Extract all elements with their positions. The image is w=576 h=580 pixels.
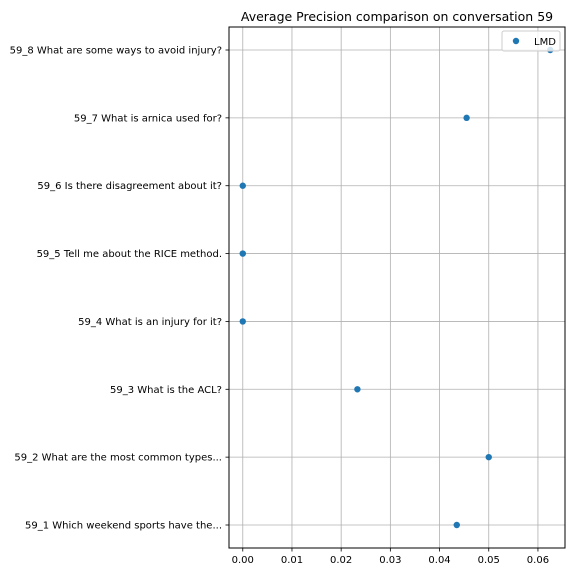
legend-marker	[512, 37, 520, 45]
axes-frame	[228, 26, 566, 549]
y-tick-label: 59_6 Is there disagreement about it?	[37, 181, 222, 192]
data-point	[463, 114, 470, 122]
data-point	[239, 250, 246, 257]
x-tick-label: 0.06	[527, 555, 549, 566]
data-point	[239, 318, 246, 325]
data-point	[485, 453, 492, 461]
x-tick-label: 0.03	[379, 555, 401, 566]
x-tick-label: 0.00	[232, 555, 254, 566]
legend: LMD	[501, 30, 561, 52]
chart-title: Average Precision comparison on conversa…	[241, 9, 553, 24]
data-point	[354, 386, 361, 393]
legend-label: LMD	[534, 37, 556, 48]
x-tick-label: 0.01	[281, 555, 303, 566]
y-tick-label: 59_7 What is arnica used for?	[74, 113, 222, 124]
y-tick-label: 59_4 What is an injury for it?	[78, 317, 222, 328]
y-tick-label: 59_5 Tell me about the RICE method.	[37, 249, 222, 260]
x-tick-label: 0.02	[330, 555, 352, 566]
grid	[229, 27, 565, 548]
y-tick-label: 59_1 Which weekend sports have the...	[25, 521, 222, 532]
x-tick-label: 0.04	[428, 555, 450, 566]
legend-box	[501, 30, 561, 52]
y-tick-label: 59_3 What is the ACL?	[110, 385, 222, 396]
ticks: 0.00 0.01 0.02 0.03 0.04 0.05 0.06 59_1 Which w…	[10, 46, 549, 567]
y-tick-label: 59_8 What are some ways to avoid injury?	[10, 46, 222, 57]
data-point	[453, 521, 460, 529]
data-point	[239, 182, 246, 189]
y-tick-label: 59_2 What are the most common types...	[14, 453, 222, 464]
x-tick-label: 0.05	[478, 555, 500, 566]
